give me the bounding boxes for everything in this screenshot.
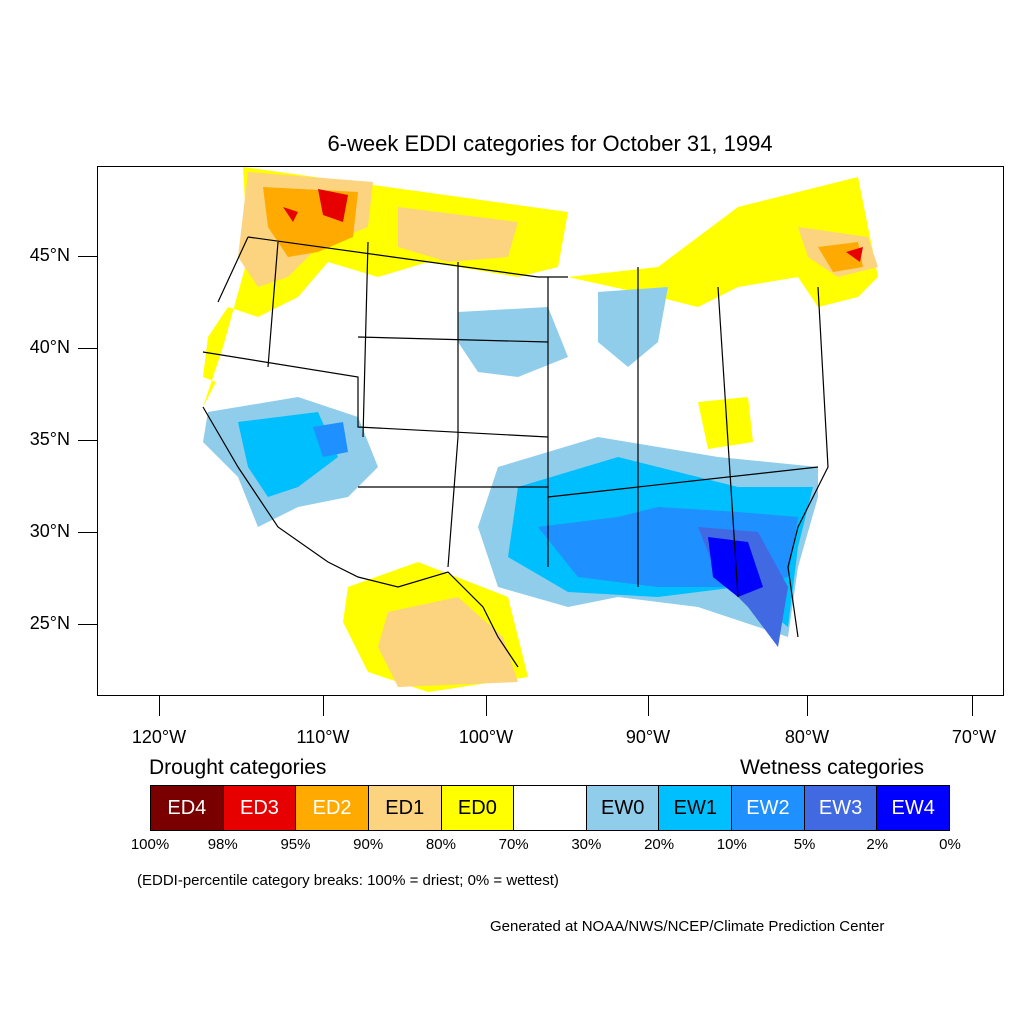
region-ed3-northwest <box>283 189 348 222</box>
percentile-break-label: 80% <box>425 836 456 853</box>
region-ew0-great-lakes <box>598 287 668 367</box>
percentile-break-label: 98% <box>207 836 238 853</box>
percentile-break-label: 2% <box>866 836 889 853</box>
legend-box-ed4: ED4 <box>151 786 224 830</box>
break-note: (EDDI-percentile category breaks: 100% =… <box>137 872 559 889</box>
percentile-break-label: 100% <box>130 836 170 853</box>
legend-box-ed0: ED0 <box>441 786 515 830</box>
credit-line: Generated at NOAA/NWS/NCEP/Climate Predi… <box>490 918 885 935</box>
legend-box-ew4: EW4 <box>877 786 950 830</box>
boundary-lines <box>202 236 829 668</box>
legend-box-ew3: EW3 <box>804 786 878 830</box>
percentile-break-label: 95% <box>280 836 311 853</box>
lon-label-90: 90°W <box>625 727 671 747</box>
region-ew0-north-central <box>458 307 568 377</box>
legend-box-ew2: EW2 <box>732 786 805 830</box>
eddi-map <box>202 167 878 692</box>
lon-tick-80 <box>807 696 808 716</box>
lon-label-110: 110°W <box>296 727 350 747</box>
lon-tick-120 <box>159 696 160 716</box>
region-ed0-ohio <box>698 397 753 449</box>
percentile-break-label: 10% <box>716 836 747 853</box>
lat-tick-25 <box>78 624 97 625</box>
region-ed3-northeast <box>846 247 863 262</box>
lat-label-25: 25°N <box>29 613 70 633</box>
lon-tick-70 <box>972 696 973 716</box>
drought-heading: Drought categories <box>149 756 327 779</box>
legend-box-ew1: EW1 <box>659 786 733 830</box>
region-ed1-north <box>398 207 518 262</box>
lat-label-30: 30°N <box>29 521 70 541</box>
region-ew1-west <box>238 412 338 497</box>
region-ed1-south <box>378 597 518 687</box>
lat-tick-30 <box>78 532 97 533</box>
lat-label-45: 45°N <box>29 245 70 265</box>
wetness-heading: Wetness categories <box>740 756 925 779</box>
percentile-break-label: 70% <box>498 836 529 853</box>
legend-box-ew0: EW0 <box>586 786 660 830</box>
lon-label-70: 70°W <box>951 727 997 747</box>
map-panel <box>97 166 1004 696</box>
lat-tick-40 <box>78 348 97 349</box>
map-title: 6-week EDDI categories for October 31, 1… <box>327 131 773 156</box>
region-ew2-west <box>313 422 348 457</box>
lon-tick-110 <box>323 696 324 716</box>
lat-label-40: 40°N <box>29 337 70 357</box>
legend-box-normal <box>514 786 587 830</box>
category-legend: ED4 ED3 ED2 ED1 ED0 EW0 EW1 EW2 EW3 EW4 <box>150 785 950 831</box>
legend-box-ed1: ED1 <box>368 786 442 830</box>
region-ed2-northeast <box>818 242 863 272</box>
legend-box-ed2: ED2 <box>296 786 369 830</box>
lon-label-120: 120°W <box>131 727 187 747</box>
lon-tick-100 <box>486 696 487 716</box>
lat-tick-45 <box>78 256 97 257</box>
percentile-break-label: 90% <box>353 836 384 853</box>
lat-label-35: 35°N <box>29 429 70 449</box>
percentile-break-label: 0% <box>939 836 961 853</box>
lon-label-100: 100°W <box>458 727 514 747</box>
percentile-break-label: 30% <box>571 836 602 853</box>
percentile-break-label: 20% <box>644 836 675 853</box>
legend-box-ed3: ED3 <box>223 786 297 830</box>
percentile-break-label: 5% <box>793 836 816 853</box>
lon-label-80: 80°W <box>784 727 830 747</box>
region-ed0-northeast <box>568 177 878 307</box>
lat-tick-35 <box>78 440 97 441</box>
lon-tick-90 <box>648 696 649 716</box>
